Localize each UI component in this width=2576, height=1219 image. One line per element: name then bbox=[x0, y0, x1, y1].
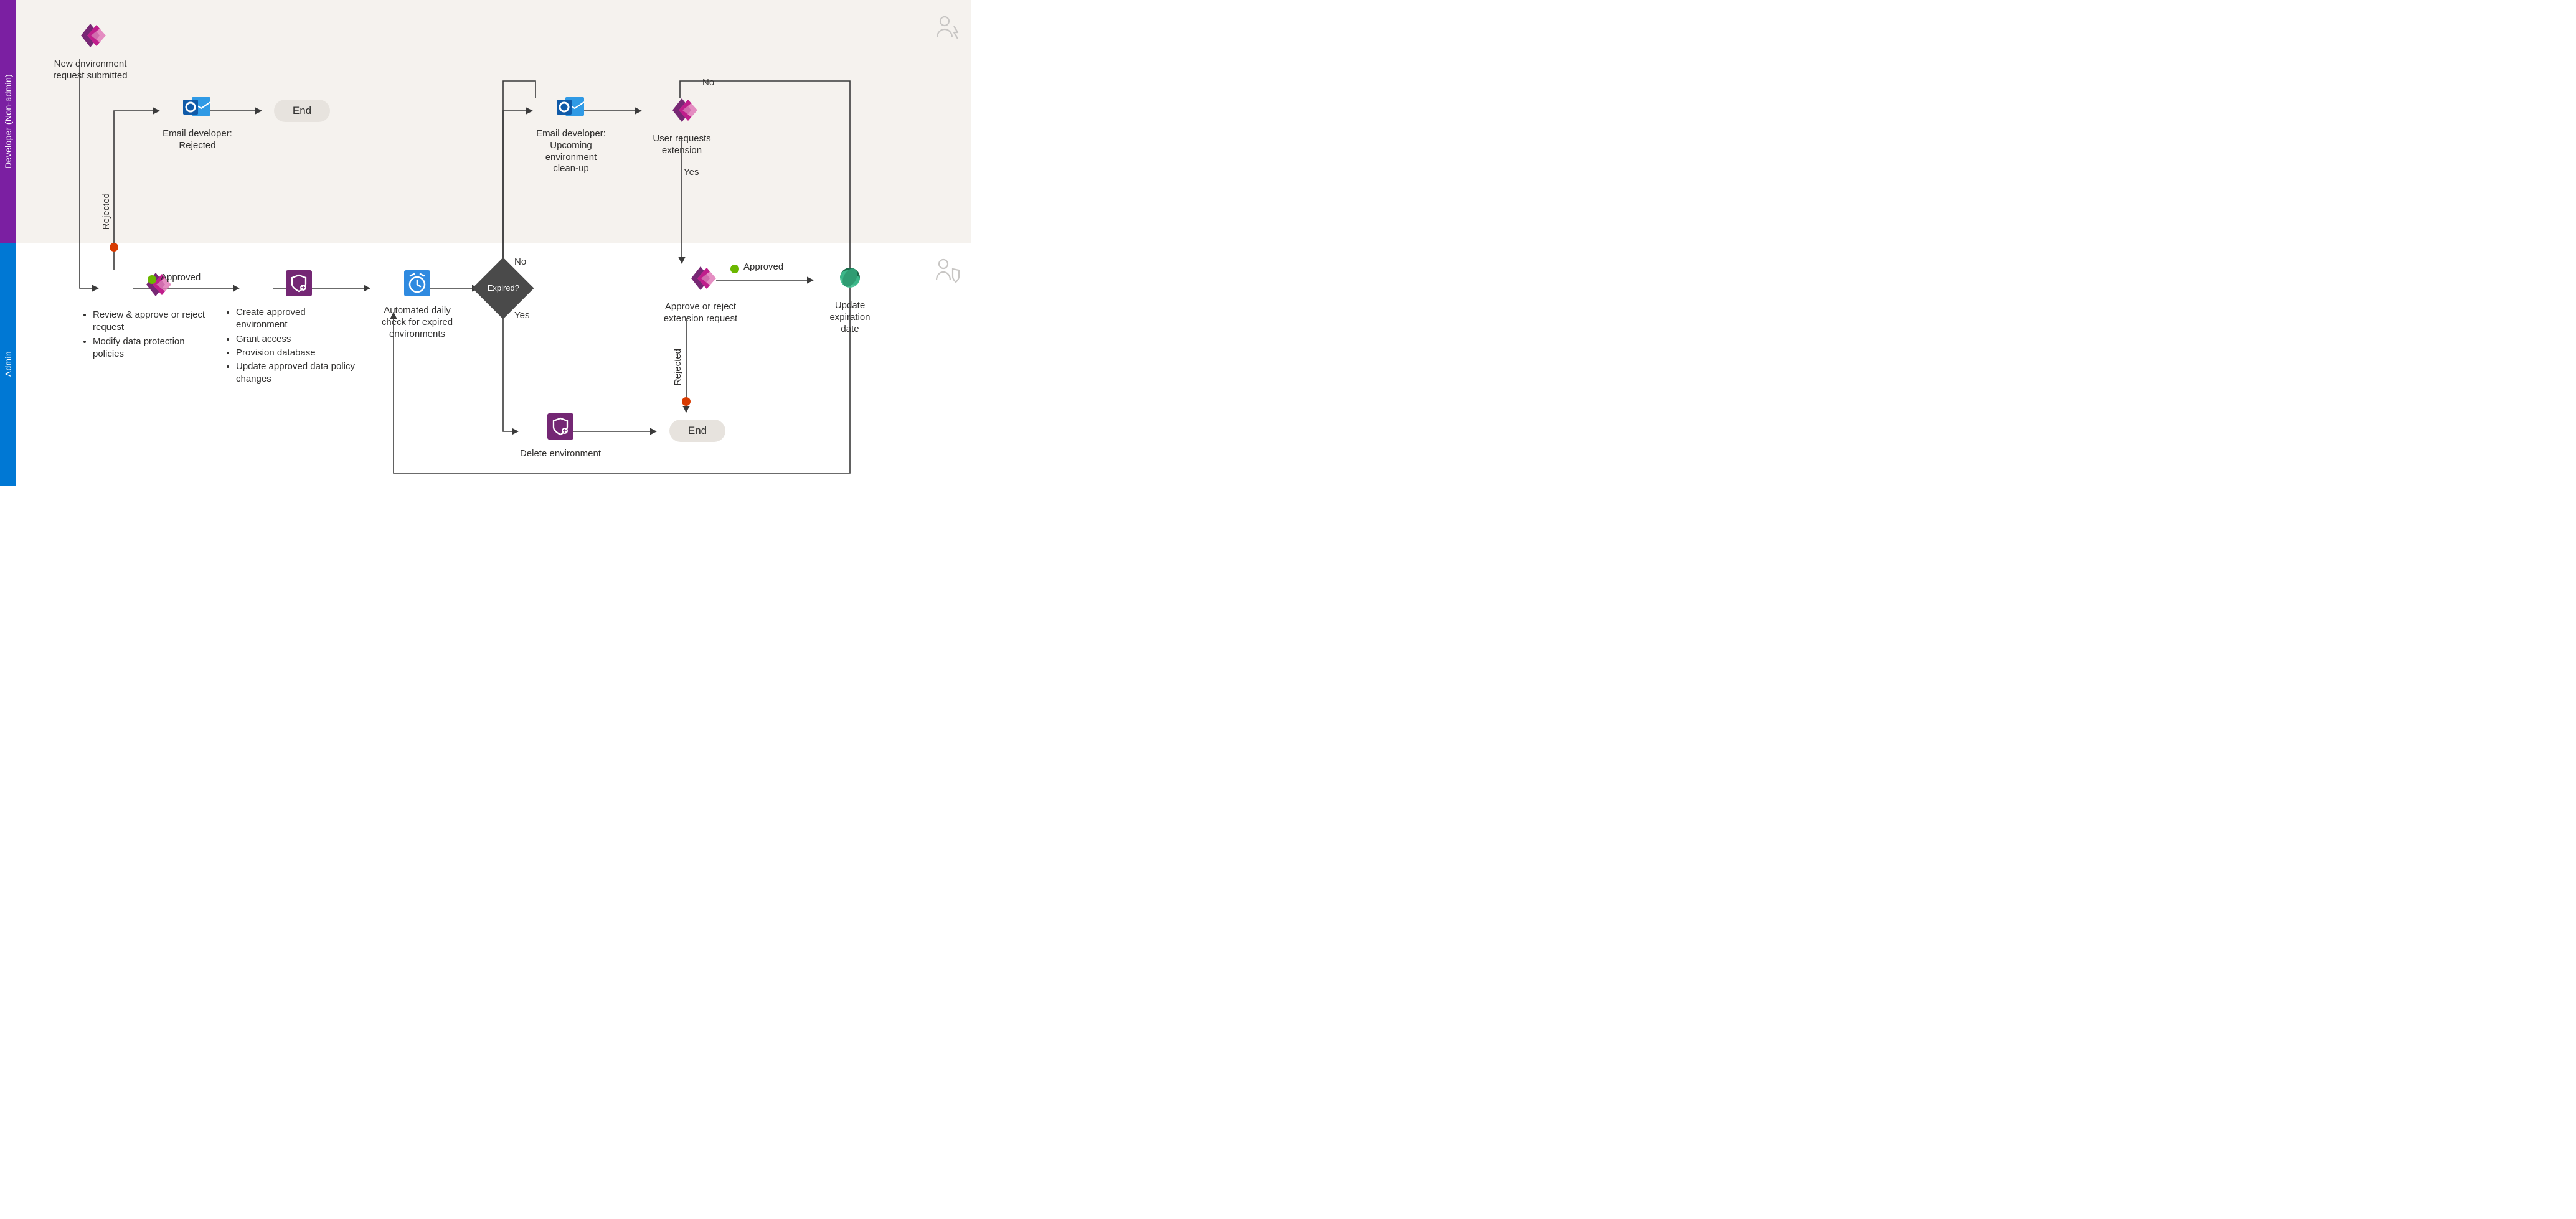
automate-clock-icon bbox=[402, 268, 433, 299]
outlook-icon bbox=[555, 93, 587, 122]
node-daily-check: Automated dailycheck for expiredenvironm… bbox=[358, 268, 476, 340]
rejected-dot-2 bbox=[682, 397, 691, 406]
node-end-1: End bbox=[265, 100, 339, 122]
approved-label: Approved bbox=[161, 272, 201, 283]
dataverse-icon bbox=[834, 261, 866, 294]
node-email-rejected: Email developer:Rejected bbox=[144, 93, 250, 152]
node-create-env: Create approved environment Grant access… bbox=[227, 268, 358, 387]
automate-shield-icon bbox=[283, 268, 314, 299]
end-pill: End bbox=[669, 420, 725, 442]
approved-dot bbox=[148, 275, 156, 284]
approved-label-2: Approved bbox=[743, 261, 783, 272]
node-email-cleanup: Email developer:Upcomingenvironmentclean… bbox=[518, 93, 624, 175]
powerapps-icon bbox=[684, 261, 717, 295]
branch-no-2: No bbox=[702, 77, 714, 88]
branch-yes-2: Yes bbox=[684, 167, 699, 177]
node-approve-extension: Approve or rejectextension request bbox=[644, 261, 757, 325]
lane-admin-label: Admin bbox=[0, 243, 16, 486]
node-decision-expired: Expired? bbox=[481, 266, 525, 310]
dev-corner-icon bbox=[934, 14, 961, 44]
powerapps-icon bbox=[665, 93, 699, 127]
branch-yes-1: Yes bbox=[514, 310, 529, 321]
node-delete-env: Delete environment bbox=[501, 411, 620, 460]
branch-no-1: No bbox=[514, 257, 526, 267]
node-user-extension: User requestsextension bbox=[629, 93, 735, 157]
outlook-icon bbox=[182, 93, 213, 122]
lane-dev-label: Developer (Non-admin) bbox=[0, 0, 16, 243]
powerapps-icon bbox=[73, 19, 107, 52]
automate-shield-icon bbox=[545, 411, 576, 442]
rejected-label-2: Rejected bbox=[672, 349, 683, 385]
admin-corner-icon bbox=[934, 257, 961, 286]
flow-diagram: Developer (Non-admin) Admin bbox=[0, 0, 971, 486]
node-update-date: Updateexpirationdate bbox=[803, 261, 897, 335]
node-new-request: New environmentrequest submitted bbox=[40, 19, 140, 82]
end-pill: End bbox=[274, 100, 330, 122]
rejected-dot bbox=[110, 243, 118, 252]
node-end-2: End bbox=[660, 420, 735, 442]
rejected-label: Rejected bbox=[101, 193, 111, 230]
approved-dot-2 bbox=[730, 265, 739, 273]
